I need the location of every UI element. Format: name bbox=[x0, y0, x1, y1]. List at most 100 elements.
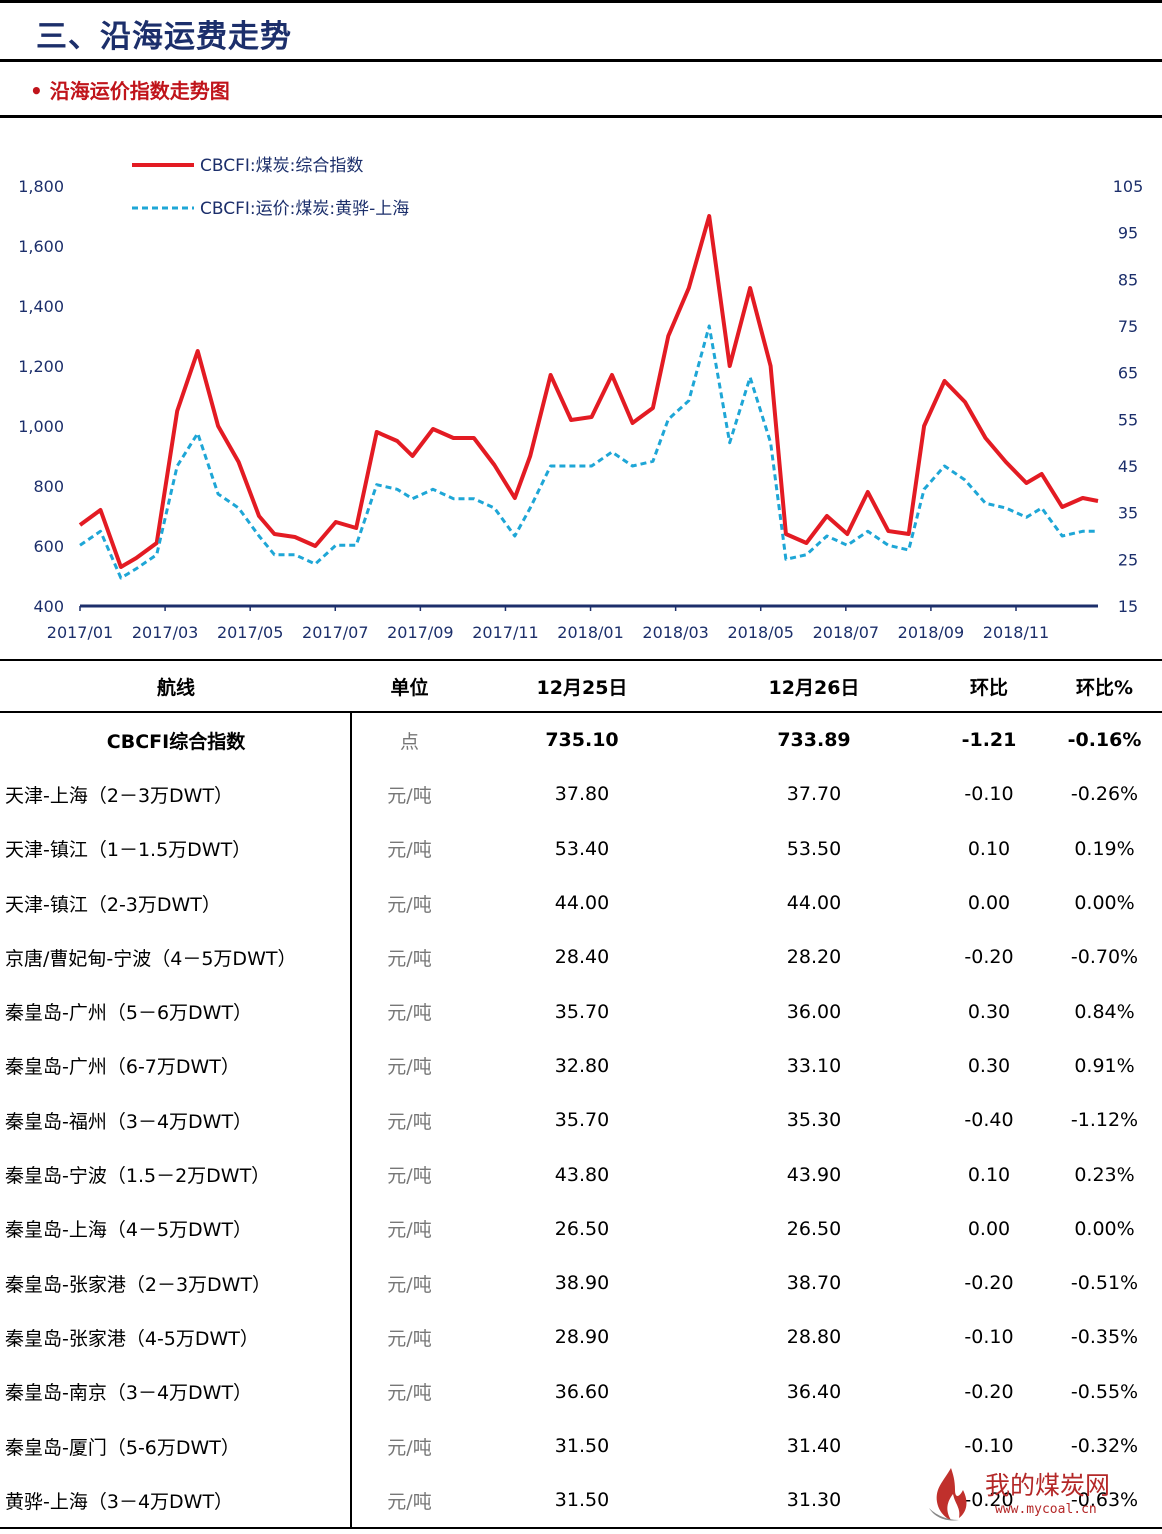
table-row: 秦皇岛-南京（3－4万DWT） 元/吨 36.60 36.40 -0.20 -0.55% bbox=[0, 1365, 1162, 1419]
table-row: 秦皇岛-宁波（1.5－2万DWT） 元/吨 43.80 43.90 0.10 0.23% bbox=[0, 1147, 1162, 1201]
y-left-tick-label: 400 bbox=[33, 597, 64, 616]
table-row: 天津-镇江（1－1.5万DWT） 元/吨 53.40 53.50 0.10 0.19% bbox=[0, 822, 1162, 876]
table-cell: 53.40 bbox=[554, 837, 610, 860]
table-cell: -0.40 bbox=[964, 1109, 1014, 1132]
table-cell: -0.20 bbox=[964, 946, 1014, 969]
x-tick-label: 2018/05 bbox=[727, 623, 793, 642]
table-cell: 元/吨 bbox=[387, 947, 432, 970]
table-cell: 35.30 bbox=[786, 1109, 842, 1132]
table-row: 天津-上海（2－3万DWT） 元/吨 37.80 37.70 -0.10 -0.26% bbox=[0, 767, 1162, 821]
table-cell: 43.90 bbox=[786, 1163, 842, 1186]
header-cell: 12月26日 bbox=[768, 676, 860, 699]
y-right-tick-label: 45 bbox=[1118, 457, 1138, 476]
header-cell: 单位 bbox=[390, 676, 429, 699]
chart-subtitle: • 沿海运价指数走势图 bbox=[30, 79, 230, 103]
table-body: CBCFI综合指数 点 735.10 733.89 -1.21 -0.16% 天津-上海（2… bbox=[0, 713, 1162, 1527]
table-cell: -0.10 bbox=[964, 1435, 1014, 1457]
table-cell: -0.35% bbox=[1070, 1326, 1139, 1349]
table-row: 秦皇岛-上海（4－5万DWT） 元/吨 26.50 26.50 0.00 0.00% bbox=[0, 1202, 1162, 1256]
table-cell: 元/吨 bbox=[387, 1327, 432, 1350]
table-cell: 44.00 bbox=[786, 892, 842, 915]
table-cell: -0.10 bbox=[964, 783, 1014, 806]
table-header: 航线 单位 12月25日 12月26日 环比 环比% bbox=[0, 659, 1162, 713]
x-tick-label: 2017/05 bbox=[217, 623, 283, 642]
table-cell: CBCFI综合指数 bbox=[106, 730, 246, 753]
table-cell: 0.30 bbox=[967, 1000, 1011, 1023]
table-cell: -0.70% bbox=[1070, 946, 1139, 969]
table-cell: 0.23% bbox=[1074, 1163, 1135, 1186]
table-cell: 元/吨 bbox=[387, 1273, 432, 1296]
table-cell: 元/吨 bbox=[387, 839, 432, 862]
table-cell: 点 bbox=[399, 730, 419, 753]
table-cell: 秦皇岛-南京（3－4万DWT） bbox=[5, 1382, 253, 1405]
table-cell: 秦皇岛-福州（3－4万DWT） bbox=[5, 1110, 253, 1133]
y-right-tick-label: 65 bbox=[1118, 364, 1138, 383]
subtitle-bar: • 沿海运价指数走势图 bbox=[0, 62, 1162, 118]
table-cell: 0.00 bbox=[967, 1217, 1011, 1240]
header-cell: 环比% bbox=[1075, 676, 1134, 699]
series-line-0 bbox=[78, 214, 1099, 569]
table-cell: -1.21 bbox=[961, 729, 1017, 752]
table-row: 京唐/曹妃甸-宁波（4－5万DWT） 元/吨 28.40 28.20 -0.20 -0.7… bbox=[0, 930, 1162, 984]
table-row: 秦皇岛-厦门（5-6万DWT） 元/吨 31.50 31.40 -0.10 -0.32% bbox=[0, 1419, 1162, 1473]
table-cell: 秦皇岛-上海（4－5万DWT） bbox=[5, 1219, 253, 1242]
table-cell: 35.70 bbox=[554, 1000, 610, 1023]
y-left-tick-label: 1,400 bbox=[18, 297, 64, 316]
x-tick-label: 2018/03 bbox=[642, 623, 708, 642]
table-cell: 元/吨 bbox=[387, 1056, 432, 1079]
table-cell: 44.00 bbox=[554, 892, 610, 915]
x-tick-label: 2018/11 bbox=[983, 623, 1049, 642]
table-row: 天津-镇江（2-3万DWT） 元/吨 44.00 44.00 0.00 0.00% bbox=[0, 876, 1162, 930]
table-cell: 秦皇岛-张家港（2－3万DWT） bbox=[5, 1273, 272, 1296]
y-right-tick-label: 95 bbox=[1118, 224, 1138, 243]
table-cell: 元/吨 bbox=[387, 893, 432, 916]
y-right-tick-label: 85 bbox=[1118, 270, 1138, 289]
table-cell: 735.10 bbox=[545, 729, 619, 752]
table-cell: 元/吨 bbox=[387, 784, 432, 807]
table-cell: 元/吨 bbox=[387, 1382, 432, 1405]
table-cell: 京唐/曹妃甸-宁波（4－5万DWT） bbox=[5, 947, 297, 970]
table-cell: 36.00 bbox=[786, 1000, 842, 1023]
table-cell: 元/吨 bbox=[387, 1002, 432, 1025]
table-cell: 天津-镇江（2-3万DWT） bbox=[5, 893, 221, 916]
y-right-tick-label: 15 bbox=[1118, 597, 1138, 616]
table-cell: 26.50 bbox=[786, 1217, 842, 1240]
y-left-tick-label: 1,000 bbox=[18, 417, 64, 436]
table-cell: -0.10 bbox=[964, 1326, 1014, 1349]
table-cell: -0.26% bbox=[1070, 783, 1139, 806]
table-cell: 31.40 bbox=[786, 1435, 842, 1457]
table-cell: 43.80 bbox=[554, 1163, 610, 1186]
table-cell: 37.80 bbox=[554, 783, 610, 806]
table-cell: -0.32% bbox=[1070, 1435, 1139, 1457]
table-cell: 元/吨 bbox=[387, 1436, 432, 1459]
table-cell: -0.16% bbox=[1067, 729, 1142, 752]
table-cell: -1.12% bbox=[1070, 1109, 1139, 1132]
table-cell: 元/吨 bbox=[387, 1165, 432, 1188]
table-cell: 天津-镇江（1－1.5万DWT） bbox=[5, 839, 252, 862]
freight-table: 航线 单位 12月25日 12月26日 环比 环比% CBCFI综合指数 点 735.10 73… bbox=[0, 659, 1162, 1527]
flame-logo-icon bbox=[929, 1468, 967, 1521]
table-bottom-border bbox=[0, 1527, 1162, 1529]
series-line-1 bbox=[79, 324, 1098, 580]
x-tick-label: 2017/09 bbox=[387, 623, 453, 642]
table-cell: 31.30 bbox=[786, 1489, 842, 1512]
table-cell: 28.90 bbox=[554, 1326, 610, 1349]
table-cell: 38.90 bbox=[554, 1272, 610, 1295]
table-cell: 26.50 bbox=[554, 1217, 610, 1240]
table-cell: 38.70 bbox=[786, 1272, 842, 1295]
table-cell: 28.20 bbox=[786, 946, 842, 969]
table-cell: 36.40 bbox=[786, 1380, 842, 1403]
table-row: 秦皇岛-广州（6-7万DWT） 元/吨 32.80 33.10 0.30 0.91% bbox=[0, 1039, 1162, 1093]
table-cell: 33.10 bbox=[786, 1054, 842, 1077]
table-row: 黄骅-上海（3－4万DWT） 元/吨 31.50 31.30 -0.20 -0.63% bbox=[0, 1473, 1162, 1527]
freight-index-chart: 2017/01 2017/03 2017/05 2017/07 2017/09 2017/… bbox=[18, 156, 1143, 642]
x-tick-label: 2017/01 bbox=[47, 623, 113, 642]
y-right-tick-label: 35 bbox=[1118, 504, 1138, 523]
table-cell: 秦皇岛-广州（5－6万DWT） bbox=[5, 1002, 253, 1025]
table-cell: 秦皇岛-张家港（4-5万DWT） bbox=[5, 1327, 259, 1350]
x-tick-label: 2017/11 bbox=[472, 623, 538, 642]
y-right-tick-label: 55 bbox=[1118, 410, 1138, 429]
y-left-tick-label: 1,800 bbox=[18, 177, 64, 196]
table-cell: 35.70 bbox=[554, 1109, 610, 1132]
table-cell: -0.63% bbox=[1070, 1489, 1139, 1512]
